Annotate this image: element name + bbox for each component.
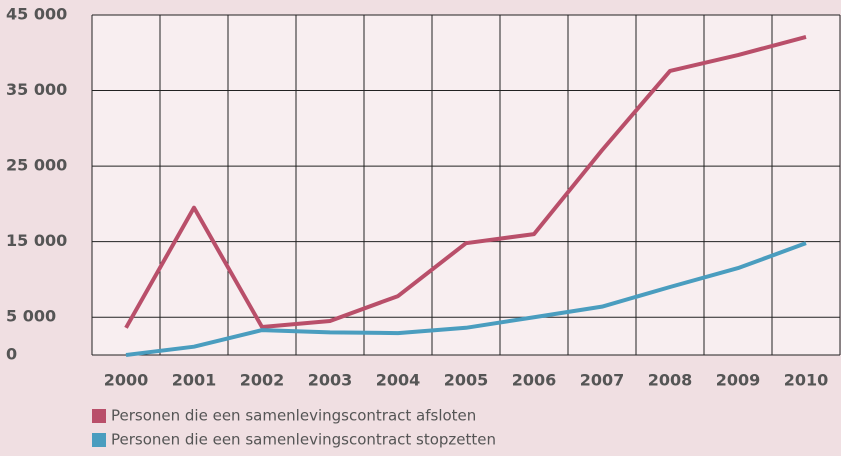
x-tick-label: 2008 (648, 371, 693, 390)
y-tick-label: 5 000 (6, 307, 56, 326)
legend-swatch (92, 433, 106, 447)
legend-label: Personen die een samenlevingscontract af… (111, 407, 476, 425)
x-tick-label: 2001 (172, 371, 217, 390)
x-tick-label: 2007 (580, 371, 625, 390)
y-tick-label: 0 (6, 345, 17, 364)
x-tick-label: 2000 (104, 371, 149, 390)
y-tick-label: 45 000 (6, 5, 67, 24)
x-tick-label: 2002 (240, 371, 285, 390)
x-tick-label: 2003 (308, 371, 353, 390)
series-line (124, 34, 807, 330)
legend-label: Personen die een samenlevingscontract st… (111, 431, 496, 449)
x-tick-label: 2004 (376, 371, 421, 390)
legend-swatch (92, 409, 106, 423)
x-tick-label: 2010 (784, 371, 829, 390)
x-tick-label: 2006 (512, 371, 557, 390)
y-tick-label: 35 000 (6, 80, 67, 99)
y-tick-label: 15 000 (6, 231, 67, 250)
plot-area (92, 15, 840, 355)
y-tick-label: 25 000 (6, 156, 67, 175)
series-line (125, 241, 807, 357)
x-tick-label: 2009 (716, 371, 761, 390)
x-tick-label: 2005 (444, 371, 489, 390)
